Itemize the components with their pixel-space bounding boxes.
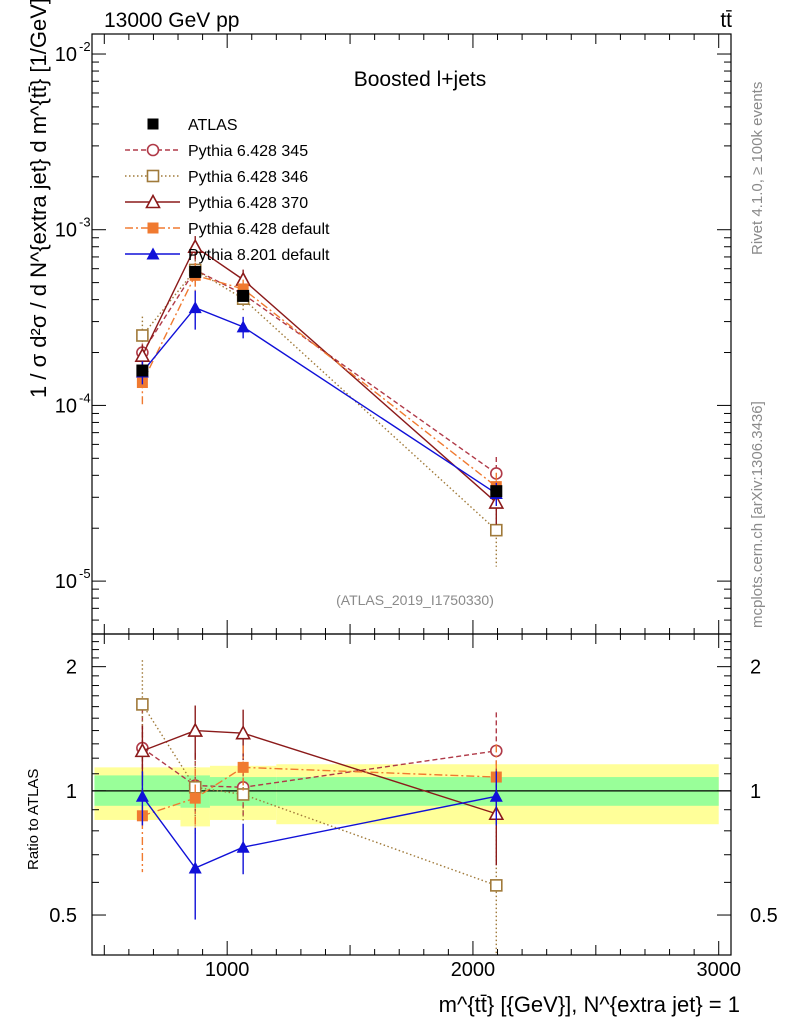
data-marker xyxy=(237,289,250,302)
data-marker xyxy=(490,485,503,498)
main-panel-series xyxy=(134,236,505,567)
y-tick-exponent: -5 xyxy=(79,566,91,581)
ratio-y-axis-label: Ratio to ATLAS xyxy=(25,769,42,870)
data-marker xyxy=(147,222,159,234)
analysis-watermark: (ATLAS_2019_I1750330) xyxy=(336,592,494,608)
ratio-y-tick-label: 2 xyxy=(66,657,77,679)
data-marker xyxy=(236,788,250,801)
ratio-y-tick-label-right: 2 xyxy=(750,657,761,679)
ratio-line xyxy=(142,729,497,815)
ratio-y-tick-label-right: 1 xyxy=(750,781,761,803)
series-main-pythia-8-201-default xyxy=(135,290,503,506)
data-marker xyxy=(146,169,160,183)
ratio-line xyxy=(141,704,497,887)
rivet-version-label: Rivet 4.1.0, ≥ 100k events xyxy=(749,82,766,255)
data-marker xyxy=(235,724,251,740)
legend-item: Pythia 6.428 345 xyxy=(125,143,308,160)
data-marker xyxy=(237,761,249,773)
y-tick-label: 10 xyxy=(55,571,77,593)
data-marker xyxy=(236,840,250,853)
ratio-panel-frame xyxy=(91,633,732,956)
y-tick-exponent: -4 xyxy=(79,390,91,405)
ratio-y-tick-label-right: 0.5 xyxy=(750,905,778,927)
legend-item: ATLAS xyxy=(147,117,238,134)
data-marker xyxy=(189,265,202,278)
data-marker xyxy=(146,247,160,260)
data-marker xyxy=(189,792,201,804)
header-energy-label: 13000 GeV pp xyxy=(104,9,239,32)
data-marker xyxy=(146,143,160,157)
x-tick-label: 3000 xyxy=(696,959,741,981)
legend-label: Pythia 6.428 default xyxy=(188,221,330,238)
ratio-y-tick-label: 0.5 xyxy=(49,905,77,927)
data-marker xyxy=(134,347,151,362)
ratio-line xyxy=(141,795,497,869)
series-ratio-pythia-8-201-default xyxy=(135,771,503,920)
series-main-atlas xyxy=(136,265,503,498)
data-marker xyxy=(145,193,161,209)
series-line xyxy=(141,274,497,488)
legend-item: Pythia 6.428 default xyxy=(125,221,330,238)
ratio-line xyxy=(141,747,497,788)
series-main-pythia-6-428-370 xyxy=(134,236,505,525)
y-tick-label: 10 xyxy=(55,220,77,242)
data-marker xyxy=(136,364,149,377)
plot-frames xyxy=(91,33,732,956)
data-marker xyxy=(136,698,149,711)
legend-item: Pythia 8.201 default xyxy=(125,247,330,264)
legend: ATLAS Pythia 6.428 345 Pythia 6.428 346 Pyt… xyxy=(125,117,330,264)
x-axis-label: m^{tt̄} [{GeV}], N^{extra jet} = 1 xyxy=(439,992,740,1017)
data-marker xyxy=(147,118,159,130)
data-marker xyxy=(187,238,204,254)
chart-title: Boosted l+jets xyxy=(354,68,487,91)
series-line xyxy=(141,306,497,495)
data-marker xyxy=(489,789,503,802)
data-marker xyxy=(489,879,503,892)
legend-label: Pythia 6.428 346 xyxy=(188,169,308,186)
data-marker xyxy=(134,742,151,758)
data-marker xyxy=(136,329,149,342)
legend-label: Pythia 6.428 345 xyxy=(188,143,308,160)
legend-label: ATLAS xyxy=(188,117,238,134)
x-tick-label: 2000 xyxy=(451,959,496,981)
legend-label: Pythia 8.201 default xyxy=(188,247,330,264)
data-marker xyxy=(187,722,204,737)
legend-label: Pythia 6.428 370 xyxy=(188,195,308,212)
y-tick-exponent: -2 xyxy=(79,39,91,54)
series-main-pythia-6-428-default xyxy=(136,262,502,504)
data-marker xyxy=(188,301,202,314)
header-process-label: tt̄ xyxy=(720,9,732,32)
legend-item: Pythia 6.428 370 xyxy=(125,193,308,212)
data-marker xyxy=(237,283,249,295)
data-marker xyxy=(236,320,250,333)
data-marker xyxy=(188,861,202,874)
data-marker xyxy=(135,789,149,802)
data-marker xyxy=(489,523,503,537)
series-line xyxy=(141,245,497,504)
mcplots-credit-label: mcplots.cern.ch [arXiv:1306.3436] xyxy=(749,401,766,628)
y-tick-label: 10 xyxy=(55,395,77,417)
main-y-axis-label: 1 / σ d²σ / d N^{extra jet} d m^{tt̄} [1… xyxy=(26,0,51,398)
y-tick-exponent: -3 xyxy=(79,215,91,230)
series-main-pythia-6-428-346 xyxy=(136,256,503,567)
ratio-y-tick-label: 1 xyxy=(66,781,77,803)
series-line xyxy=(141,269,497,531)
y-tick-label: 10 xyxy=(55,44,77,66)
ratio-line xyxy=(142,766,497,817)
x-tick-label: 1000 xyxy=(205,959,250,981)
legend-item: Pythia 6.428 346 xyxy=(125,169,308,186)
ratio-panel-series xyxy=(134,660,505,955)
